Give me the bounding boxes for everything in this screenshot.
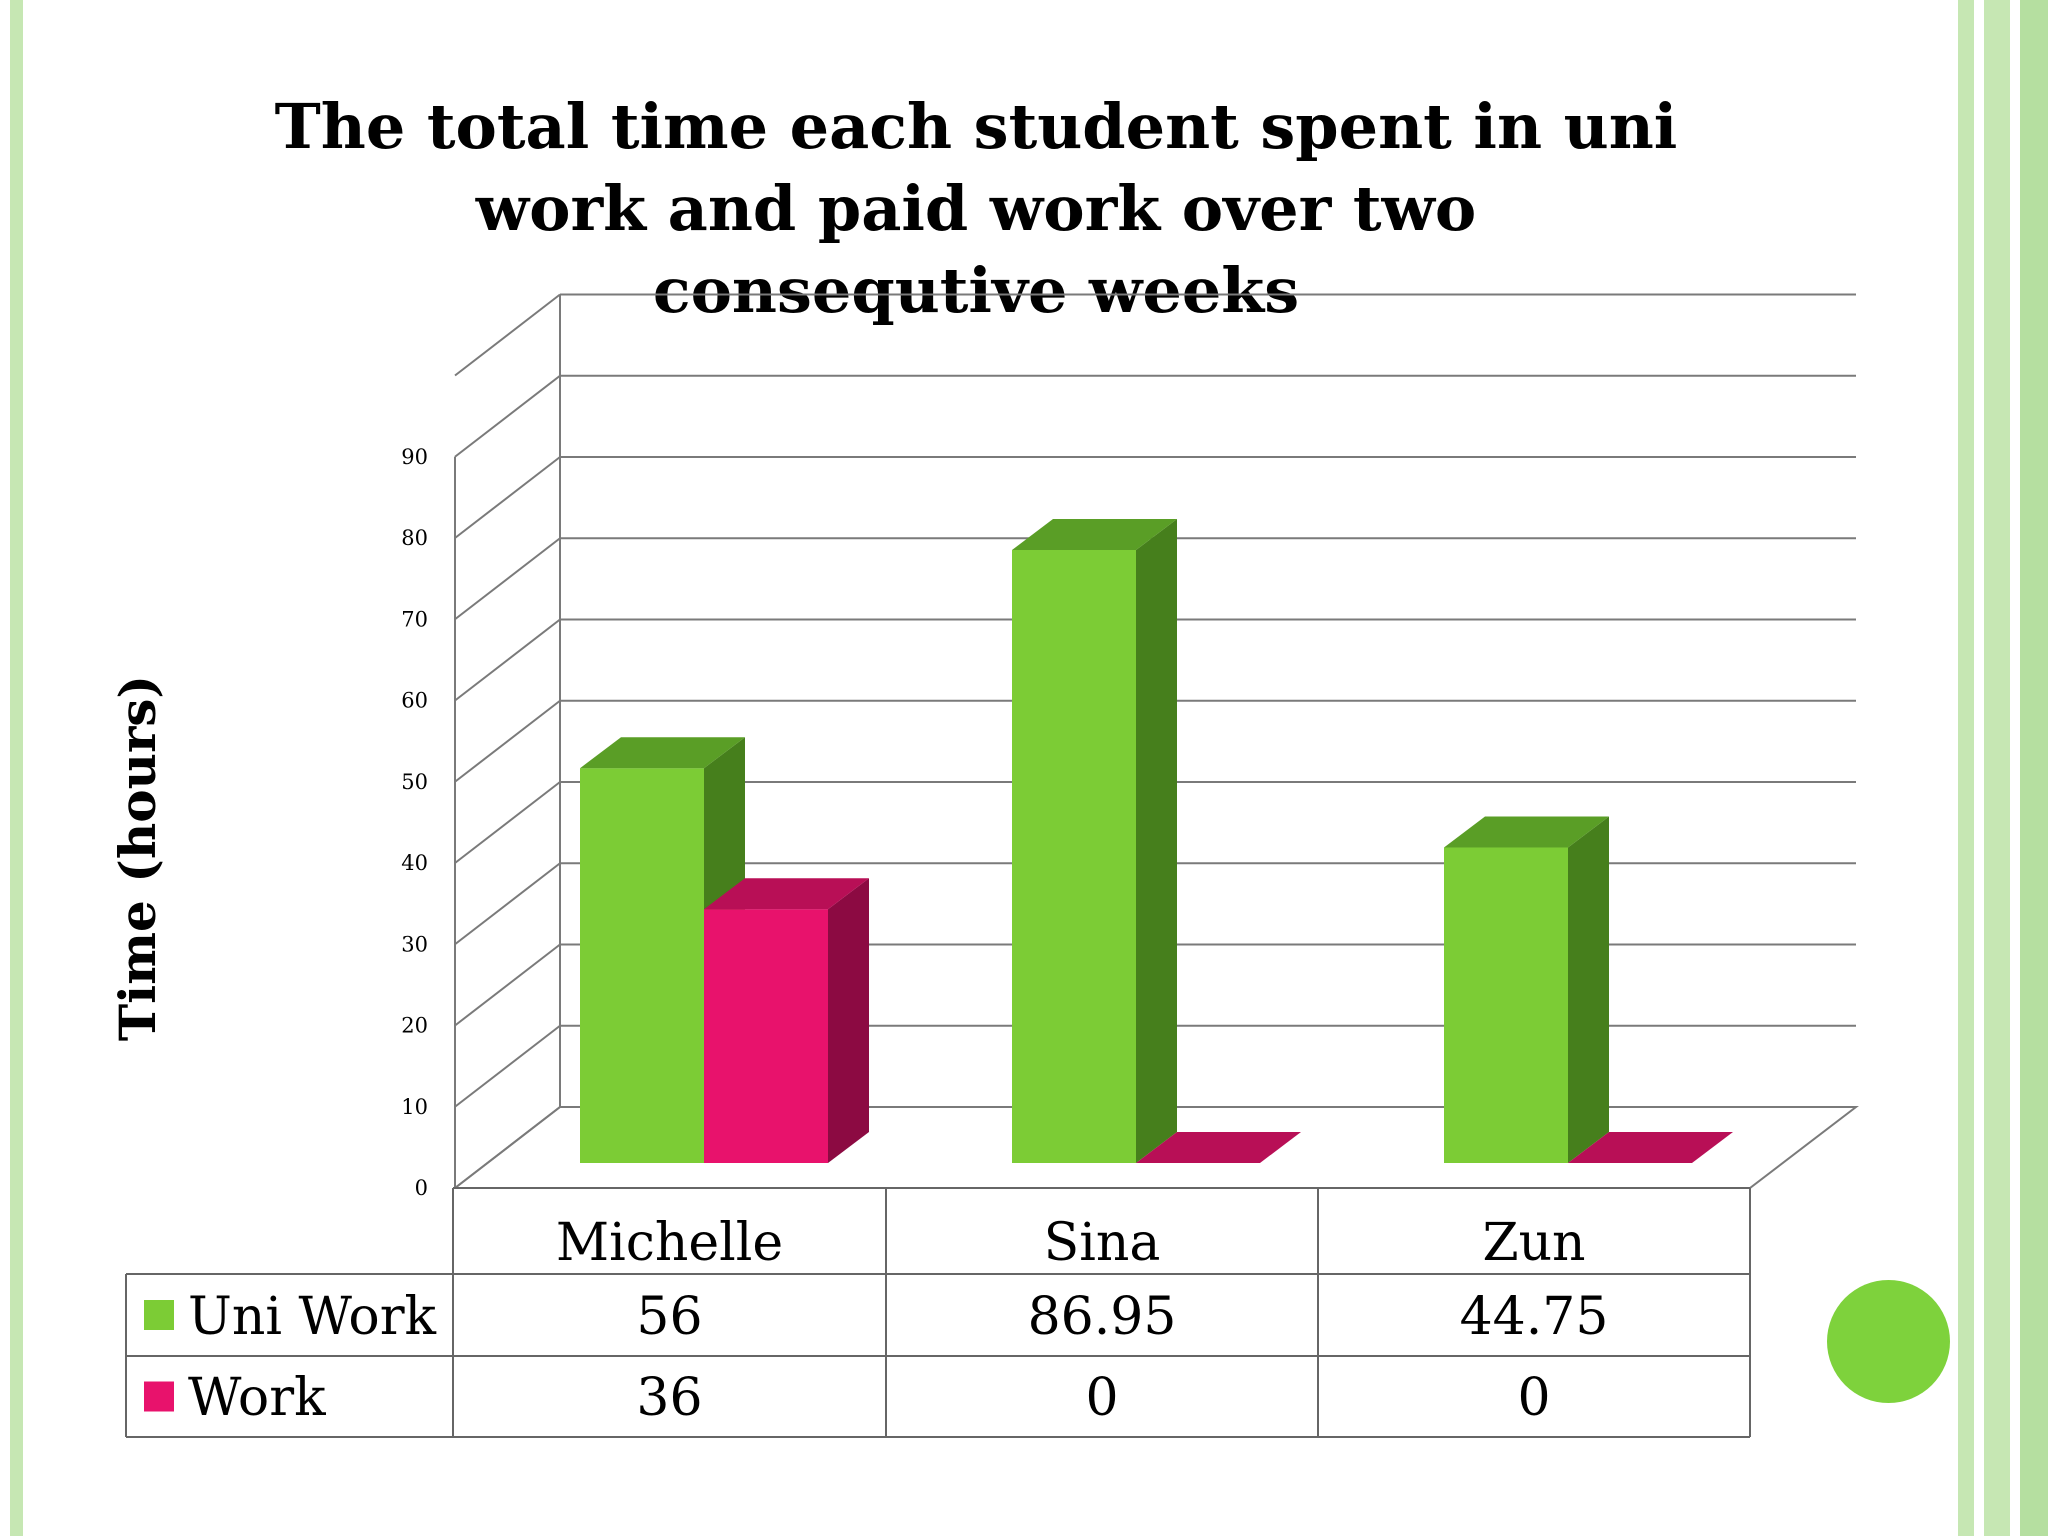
legend-swatch — [144, 1300, 174, 1330]
gridline-side — [454, 374, 561, 458]
data-value-label: 0 — [1517, 1368, 1550, 1428]
right-decorative-stripe — [1984, 0, 2010, 1536]
right-decorative-stripe — [1958, 0, 1974, 1536]
x-category-label: Zun — [1482, 1213, 1585, 1273]
right-decorative-stripe — [2020, 0, 2048, 1536]
gridline-side — [454, 456, 561, 539]
gridline-side — [454, 943, 561, 1027]
decorative-green-circle — [1827, 1280, 1950, 1403]
gridline-side — [454, 293, 561, 377]
gridline-side — [454, 1024, 561, 1108]
y-tick-label: 90 — [401, 445, 428, 469]
y-tick-label: 30 — [401, 932, 428, 956]
legend-label: Uni Work — [188, 1287, 437, 1347]
chart-title-line: work and paid work over two — [475, 172, 1477, 245]
y-tick-label: 20 — [401, 1014, 428, 1038]
gridline-side — [454, 537, 561, 621]
gridline-side — [454, 699, 561, 783]
y-tick-label: 0 — [415, 1176, 428, 1200]
data-value-label: 86.95 — [1028, 1287, 1177, 1347]
bar-top — [580, 737, 745, 769]
x-category-label: Sina — [1044, 1213, 1161, 1273]
y-tick-label: 50 — [401, 770, 428, 794]
bar — [1012, 550, 1136, 1163]
y-axis-label: Time (hours) — [108, 675, 167, 1041]
chart-bars — [580, 519, 1733, 1163]
y-tick-label: 40 — [401, 851, 428, 875]
legend-label: Work — [188, 1368, 326, 1428]
legend-swatch — [144, 1381, 174, 1412]
y-axis-ticks: 0 10 20 30 40 50 60 70 80 90 — [401, 445, 428, 1200]
bar — [1444, 847, 1568, 1163]
bar — [704, 909, 828, 1163]
data-value-label: 44.75 — [1460, 1287, 1609, 1347]
y-tick-label: 80 — [401, 526, 428, 550]
chart-title-line: consequtive weeks — [653, 254, 1299, 327]
chart-title-line: The total time each student spent in uni — [275, 90, 1678, 163]
data-table: Michelle Sina Zun Uni Work 56 86.95 44.75 Work 3… — [125, 1187, 1751, 1438]
gridline-side — [454, 781, 561, 864]
y-tick-label: 10 — [401, 1095, 428, 1119]
bar-side — [828, 878, 869, 1163]
data-value-label: 56 — [636, 1287, 702, 1347]
y-tick-label: 70 — [401, 607, 428, 631]
gridline-side — [454, 618, 561, 702]
bar-top — [1012, 519, 1177, 551]
bar-side — [1568, 816, 1609, 1163]
bar — [580, 768, 704, 1163]
bar-top — [1136, 1132, 1301, 1163]
bar-side — [1136, 519, 1177, 1163]
data-value-label: 0 — [1085, 1368, 1118, 1428]
bar-top — [1444, 816, 1609, 848]
left-decorative-stripe — [10, 0, 23, 1536]
bar-top — [1568, 1132, 1733, 1163]
chart-title: The total time each student spent in uni… — [275, 90, 1678, 327]
gridline-side — [454, 862, 561, 946]
data-value-label: 36 — [636, 1368, 702, 1428]
x-category-label: Michelle — [556, 1213, 783, 1273]
y-tick-label: 60 — [401, 689, 428, 713]
bar-top — [704, 878, 869, 910]
